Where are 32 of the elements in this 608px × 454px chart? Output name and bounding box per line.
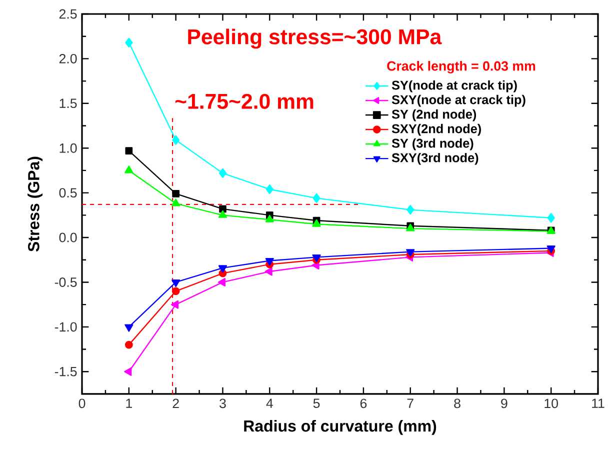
y-tick-label: -1.0 bbox=[54, 322, 77, 332]
x-tick-label: 1 bbox=[126, 398, 132, 408]
y-tick-label: 2.0 bbox=[59, 54, 77, 64]
x-axis-title: Radius of curvature (mm) bbox=[244, 420, 436, 435]
x-tick-label: 3 bbox=[220, 398, 226, 408]
x-tick-label: 0 bbox=[78, 398, 86, 408]
annotation: Peeling stress=~300 MPa bbox=[188, 28, 442, 49]
y-axis-title: Stress (GPa) bbox=[28, 156, 43, 252]
y-tick-label: -0.5 bbox=[54, 278, 77, 287]
legend-label: SXY(node at crack tip) bbox=[392, 94, 526, 107]
x-tick-label: 7 bbox=[407, 398, 414, 408]
y-tick-label: 1.0 bbox=[60, 143, 77, 153]
y-tick-label: 0.5 bbox=[59, 188, 77, 198]
legend-label: SXY(2nd node) bbox=[392, 124, 481, 136]
x-tick-label: 8 bbox=[454, 398, 460, 408]
y-tick-label: 1.5 bbox=[60, 98, 77, 108]
y-tick-label: 2.5 bbox=[59, 9, 77, 19]
annotation: Crack length = 0.03 mm bbox=[387, 60, 536, 74]
legend-label: SY (2nd node) bbox=[392, 109, 476, 122]
y-tick-label: -1.5 bbox=[54, 366, 77, 376]
annotation: ~1.75~2.0 mm bbox=[175, 94, 314, 109]
y-tick-label: 0.0 bbox=[59, 232, 77, 242]
x-tick-label: 5 bbox=[313, 398, 320, 408]
x-tick-label: 9 bbox=[501, 398, 508, 408]
legend-label: SXY(3rd node) bbox=[392, 152, 478, 165]
x-tick-label: 6 bbox=[360, 398, 367, 408]
legend-label: SY (3rd node) bbox=[392, 138, 474, 150]
x-tick-label: 4 bbox=[266, 398, 273, 408]
x-tick-label: 10 bbox=[544, 398, 558, 408]
legend-label: SY(node at crack tip) bbox=[392, 80, 517, 92]
x-tick-label: 11 bbox=[592, 398, 604, 408]
x-tick-label: 2 bbox=[172, 398, 179, 408]
